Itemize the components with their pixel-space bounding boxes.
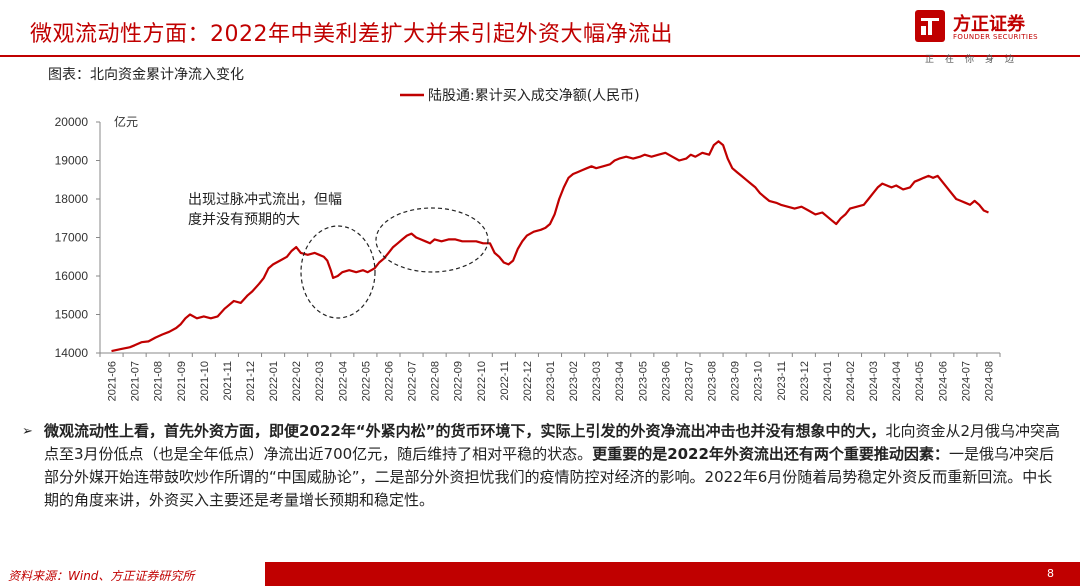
x-tick-label: 2022-09 — [453, 361, 465, 401]
body-lead: 微观流动性上看，首先外资方面，即便2022年“外紧内松”的货币环境下，实际上引发… — [44, 422, 886, 440]
line-chart: 14000 15000 16000 17000 18000 19000 20000 亿元 20… — [55, 87, 1001, 401]
y-tick-label: 14000 — [55, 346, 89, 360]
body-paragraph: 微观流动性上看，首先外资方面，即便2022年“外紧内松”的货币环境下，实际上引发… — [44, 420, 1062, 512]
x-tick-label: 2021-07 — [130, 361, 142, 401]
logo-english: FOUNDER SECURITIES — [953, 33, 1039, 41]
x-tick-label: 2024-03 — [868, 361, 880, 401]
x-tick-label: 2021-10 — [199, 361, 211, 401]
x-tick-label: 2023-10 — [753, 361, 765, 401]
founder-logo-icon — [915, 10, 945, 42]
footer: 资料来源：Wind、方正证券研究所 8 — [0, 562, 1080, 586]
title-divider — [0, 55, 1080, 57]
x-tick-label: 2022-08 — [430, 361, 442, 401]
body-mid: 北向资金从2月俄乌冲突高点至3月份低点（也是全年低点）净流出近700亿元，随后维… — [44, 422, 1061, 463]
page-title: 微观流动性方面：2022年中美利差扩大并未引起外资大幅净流出 — [30, 22, 673, 47]
x-tick-label: 2022-04 — [337, 361, 349, 401]
y-tick-label: 16000 — [55, 269, 89, 283]
y-tick-label: 19000 — [55, 154, 89, 168]
x-tick-label: 2024-07 — [960, 361, 972, 401]
x-tick-label: 2022-11 — [499, 361, 511, 401]
x-tick-label: 2023-04 — [614, 361, 626, 401]
x-tick-label: 2021-08 — [153, 361, 165, 401]
x-tick-label: 2022-02 — [291, 361, 303, 401]
body-text: ➢ 微观流动性上看，首先外资方面，即便2022年“外紧内松”的货币环境下，实际上… — [22, 420, 1062, 512]
series-line — [111, 140, 989, 353]
x-tick-label: 2023-11 — [776, 361, 788, 401]
x-tick-label: 2023-06 — [660, 361, 672, 401]
x-tick-label: 2021-06 — [107, 361, 119, 401]
legend-label: 陆股通:累计买入成交净额(人民币) — [428, 87, 640, 104]
x-tick-label: 2022-01 — [268, 361, 280, 401]
logo-slogan: 正在你身边 — [925, 55, 1026, 65]
x-tick-label: 2021-09 — [176, 361, 188, 401]
x-tick-label: 2023-01 — [545, 361, 557, 401]
x-tick-label: 2024-05 — [914, 361, 926, 401]
chart-caption: 图表：北向资金累计净流入变化 — [48, 67, 244, 83]
x-tick-label: 2021-11 — [222, 361, 234, 401]
logo-name: 方正证券 — [953, 14, 1025, 35]
y-tick-label: 15000 — [55, 308, 89, 322]
x-tick-label: 2024-06 — [937, 361, 949, 401]
bullet-arrow-icon: ➢ — [22, 424, 33, 439]
x-tick-label: 2023-05 — [637, 361, 649, 401]
annotation-line-2: 度并没有预期的大 — [188, 212, 300, 228]
highlight-ellipse-2022-q3 — [375, 207, 489, 273]
y-tick-label: 17000 — [55, 231, 89, 245]
x-tick-label: 2023-12 — [799, 361, 811, 401]
x-tick-label: 2022-03 — [314, 361, 326, 401]
x-tick-label: 2022-12 — [522, 361, 534, 401]
x-tick-label: 2023-02 — [568, 361, 580, 401]
y-tick-label: 20000 — [55, 115, 89, 129]
x-tick-label: 2022-06 — [383, 361, 395, 401]
x-tick-label: 2024-01 — [822, 361, 834, 401]
annotation-line-1: 出现过脉冲式流出，但幅 — [188, 192, 342, 208]
highlight-ellipse-2022-q2 — [300, 225, 376, 319]
x-tick-label: 2023-07 — [683, 361, 695, 401]
x-tick-label: 2023-09 — [730, 361, 742, 401]
x-tick-label: 2024-02 — [845, 361, 857, 401]
y-axis-unit: 亿元 — [114, 114, 138, 129]
y-tick-label: 18000 — [55, 192, 89, 206]
x-tick-label: 2024-04 — [891, 361, 903, 401]
x-tick-label: 2022-10 — [476, 361, 488, 401]
footer-source: 资料来源：Wind、方正证券研究所 — [8, 569, 195, 583]
x-tick-label: 2022-07 — [407, 361, 419, 401]
x-tick-label: 2024-08 — [983, 361, 995, 401]
x-tick-label: 2023-03 — [591, 361, 603, 401]
x-tick-label: 2021-12 — [245, 361, 257, 401]
page-number: 8 — [1047, 567, 1054, 580]
company-logo: 方正证券 FOUNDER SECURITIES 正在你身边 — [915, 8, 1065, 65]
x-tick-label: 2022-05 — [360, 361, 372, 401]
body-tail: 一是俄乌冲突后部分外媒开始连带鼓吹炒作所谓的“中国威胁论”，二是部分外资担忧我们… — [44, 445, 1054, 509]
x-tick-label: 2023-08 — [707, 361, 719, 401]
body-bold: 更重要的是2022年外资流出还有两个重要推动因素： — [592, 445, 949, 463]
